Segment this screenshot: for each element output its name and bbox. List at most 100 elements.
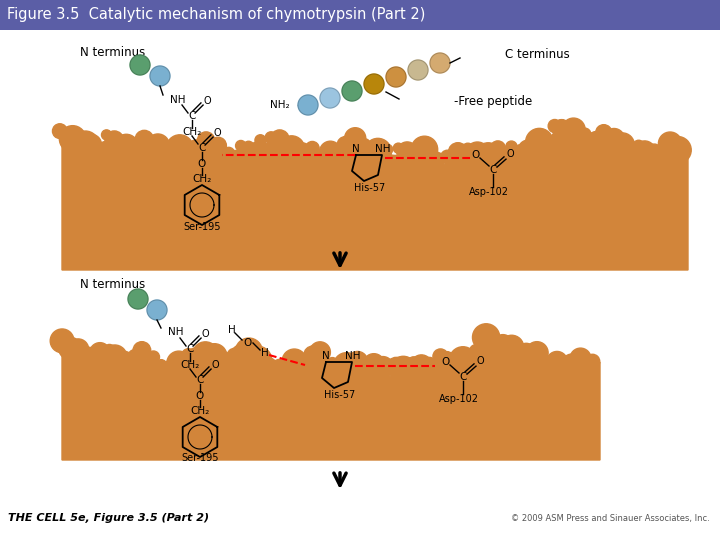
Circle shape [548,119,561,132]
Circle shape [230,344,257,370]
Circle shape [282,365,292,376]
Circle shape [397,142,418,163]
Circle shape [427,152,444,168]
Circle shape [50,329,74,353]
Circle shape [148,351,160,363]
Circle shape [150,66,170,86]
Circle shape [562,354,582,374]
Text: H: H [261,348,269,358]
Circle shape [441,150,454,164]
Circle shape [305,141,319,155]
Polygon shape [62,340,600,460]
Circle shape [298,95,318,115]
Circle shape [364,138,392,165]
Circle shape [255,135,266,146]
Text: CH₂: CH₂ [181,360,199,370]
Circle shape [223,147,235,159]
Text: CH₂: CH₂ [192,174,212,184]
Circle shape [337,137,355,154]
Circle shape [658,132,682,156]
Circle shape [120,352,130,361]
Text: Ser-195: Ser-195 [181,453,219,463]
Circle shape [382,145,392,154]
Text: O: O [213,128,221,138]
Text: O: O [211,360,219,370]
Circle shape [135,130,153,149]
Circle shape [465,142,490,166]
Circle shape [81,134,102,155]
Text: C terminus: C terminus [505,49,570,62]
Circle shape [166,135,193,162]
Text: His-57: His-57 [325,390,356,400]
Text: O: O [471,150,479,160]
Circle shape [327,357,338,369]
Circle shape [430,53,450,73]
Circle shape [348,352,368,372]
Circle shape [475,143,502,170]
Text: O: O [243,338,251,348]
Circle shape [372,356,393,377]
Circle shape [647,144,662,160]
Circle shape [518,140,539,161]
Circle shape [386,67,406,87]
Circle shape [500,335,523,360]
Circle shape [72,131,99,158]
Text: O: O [441,357,449,367]
Circle shape [228,348,241,362]
Circle shape [411,136,438,163]
Circle shape [181,349,195,362]
Text: H: H [228,325,236,335]
Text: CH₂: CH₂ [190,406,210,416]
Circle shape [588,132,603,147]
Circle shape [492,335,513,355]
Text: Ser-195: Ser-195 [184,222,221,232]
Circle shape [552,119,571,138]
Circle shape [89,343,110,363]
Circle shape [315,148,336,169]
Circle shape [235,140,246,151]
Circle shape [265,132,277,144]
Circle shape [420,357,438,375]
Circle shape [408,60,428,80]
Circle shape [433,349,448,364]
Circle shape [634,141,655,163]
Text: C: C [490,165,497,175]
Circle shape [345,127,366,149]
Circle shape [387,357,406,377]
Circle shape [126,138,138,151]
Circle shape [133,342,150,360]
Circle shape [546,352,567,373]
Circle shape [320,88,340,108]
Circle shape [320,141,341,163]
Circle shape [197,132,215,150]
Circle shape [333,353,359,379]
Text: N: N [352,144,360,154]
Circle shape [270,130,289,148]
Circle shape [516,352,528,363]
Text: C: C [198,143,206,153]
Circle shape [180,141,197,159]
Text: C: C [459,372,467,382]
Circle shape [235,338,262,365]
Circle shape [462,143,474,156]
Circle shape [244,346,271,374]
Circle shape [256,357,278,380]
Circle shape [513,145,527,158]
Circle shape [210,137,226,154]
Circle shape [603,129,624,150]
Circle shape [469,345,482,357]
Text: Figure 3.5  Catalytic mechanism of chymotrypsin (Part 2): Figure 3.5 Catalytic mechanism of chymot… [7,8,426,23]
Circle shape [184,140,211,168]
Circle shape [160,141,176,157]
Circle shape [167,351,191,375]
Circle shape [68,339,89,360]
Text: N terminus: N terminus [80,46,145,59]
Circle shape [128,289,148,309]
Circle shape [611,133,634,157]
Text: C: C [186,344,194,354]
Circle shape [526,129,553,156]
Text: O: O [203,96,211,106]
Text: NH: NH [170,95,186,105]
Circle shape [506,141,517,152]
Text: N: N [322,351,330,361]
